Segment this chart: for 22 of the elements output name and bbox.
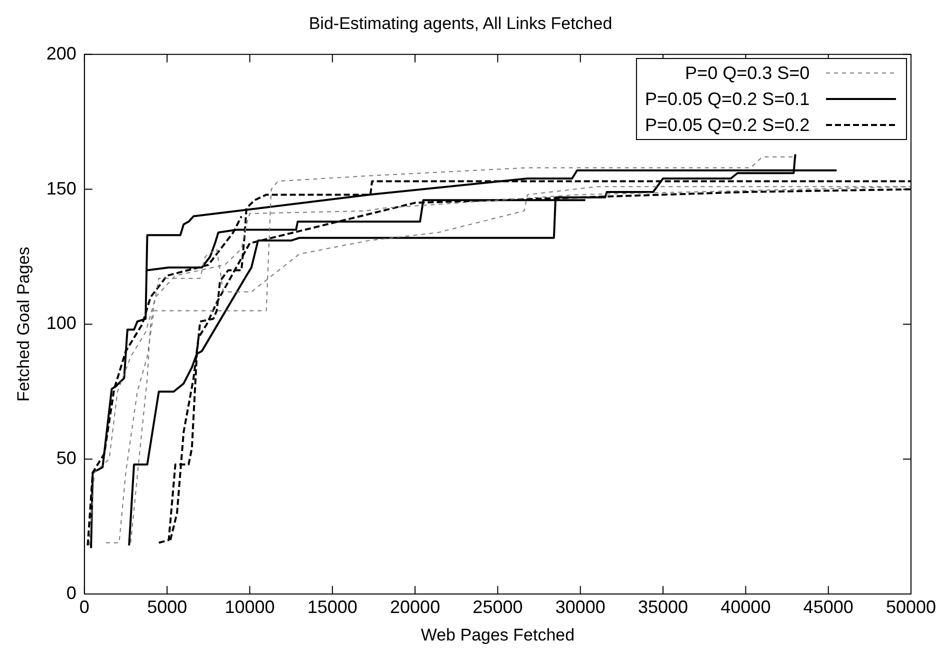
x-tick-label: 45000 [803,596,854,617]
chart-title: Bid-Estimating agents, All Links Fetched [308,14,612,33]
x-tick-label: 50000 [886,596,936,617]
y-tick-label: 0 [66,582,76,603]
x-tick-label: 35000 [638,596,688,617]
x-tick-label: 20000 [390,596,440,617]
x-tick-label: 30000 [555,596,606,617]
x-tick-label: 0 [79,596,90,617]
x-tick-label: 15000 [307,596,358,617]
x-tick-label: 25000 [472,596,523,617]
y-tick-label: 200 [46,43,76,64]
y-tick-label: 100 [46,313,76,334]
y-tick-label: 50 [56,448,76,468]
x-tick-label: 10000 [224,596,275,617]
x-tick-label: 40000 [720,596,771,617]
x-tick-label: 5000 [147,596,188,617]
y-tick-label: 150 [46,178,76,198]
legend-label: P=0.05 Q=0.2 S=0.2 [645,114,810,136]
y-axis-title: Fetched Goal Pages [14,246,33,402]
legend-label: P=0 Q=0.3 S=0 [685,62,810,84]
legend-label: P=0.05 Q=0.2 S=0.1 [645,88,810,110]
x-axis-title: Web Pages Fetched [420,625,575,644]
